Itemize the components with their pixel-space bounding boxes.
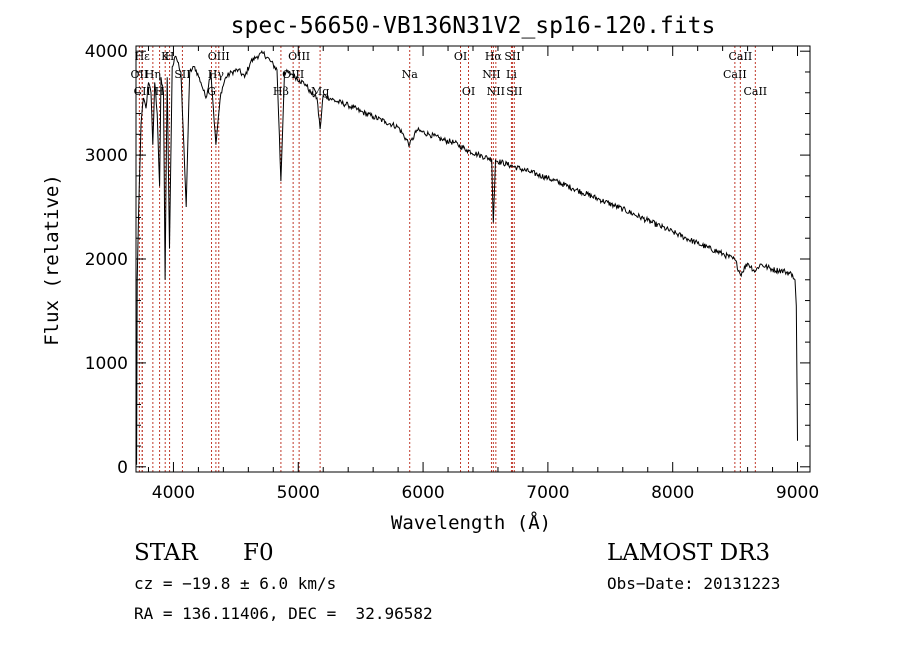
line-label-8: OIII: [208, 50, 230, 63]
x-axis-ticks: 4000 5000 6000 7000 8000 9000: [147, 46, 819, 503]
line-label-23: SII: [506, 85, 522, 98]
line-label-20: NII: [482, 68, 500, 81]
sky-coordinates: RA = 136.11406, DEC = 32.96582: [134, 604, 433, 623]
observation-date: Obs−Date: 20131223: [607, 574, 781, 593]
line-label-14: Mg: [311, 85, 329, 98]
line-label-7: H: [155, 85, 165, 98]
x-axis-label: Wavelength (Å): [391, 511, 551, 534]
line-label-25: CaII: [723, 68, 747, 81]
line-label-13: Hβ: [273, 85, 289, 98]
y-tick-label-3: 3000: [85, 146, 128, 166]
line-label-26: CaII: [743, 85, 767, 98]
y-tick-label-0: 0: [117, 458, 128, 478]
line-label-0: Hε: [135, 50, 151, 63]
x-tick-label-1: 5000: [277, 483, 320, 503]
x-tick-label-0: 4000: [152, 483, 195, 503]
spectrum-line: [135, 49, 798, 465]
line-label-19: SII: [504, 50, 520, 63]
line-label-15: Na: [402, 68, 419, 81]
line-label-18: Hα: [485, 50, 503, 63]
x-tick-label-5: 9000: [776, 483, 819, 503]
object-subclass: F0: [243, 540, 274, 566]
line-label-16: OI: [454, 50, 467, 63]
x-tick-label-2: 6000: [401, 483, 444, 503]
line-label-3: OII: [131, 68, 149, 81]
survey-name: LAMOST DR3: [607, 540, 771, 566]
line-label-17: OI: [462, 85, 475, 98]
y-tick-label-1: 1000: [85, 354, 128, 374]
line-label-4: Hη: [145, 68, 161, 81]
line-label-2: H: [165, 50, 175, 63]
line-label-1: K: [161, 50, 170, 63]
line-label-11: OIII: [288, 50, 310, 63]
y-tick-label-2: 2000: [85, 250, 128, 270]
plot-frame: [135, 45, 811, 473]
y-axis-label: Flux (relative): [41, 174, 63, 346]
x-tick-label-4: 8000: [651, 483, 694, 503]
emission-line-markers: [138, 46, 756, 472]
object-class: STAR: [134, 540, 198, 566]
line-label-10: G: [207, 85, 216, 98]
y-axis-ticks: 0 1000 2000 3000 4000: [85, 42, 810, 478]
line-label-9: Hγ: [208, 68, 225, 81]
chart-title: spec-56650-VB136N31V2_sp16-120.fits: [231, 13, 716, 39]
line-label-6: CII: [134, 85, 151, 98]
line-label-5: SII: [174, 68, 190, 81]
line-label-22: NII: [487, 85, 505, 98]
line-label-24: CaII: [729, 50, 753, 63]
redshift-velocity: cz = −19.8 ± 6.0 km/s: [134, 574, 337, 593]
line-label-21: Li: [506, 68, 517, 81]
x-tick-label-3: 7000: [526, 483, 569, 503]
y-tick-label-4: 4000: [85, 42, 128, 62]
